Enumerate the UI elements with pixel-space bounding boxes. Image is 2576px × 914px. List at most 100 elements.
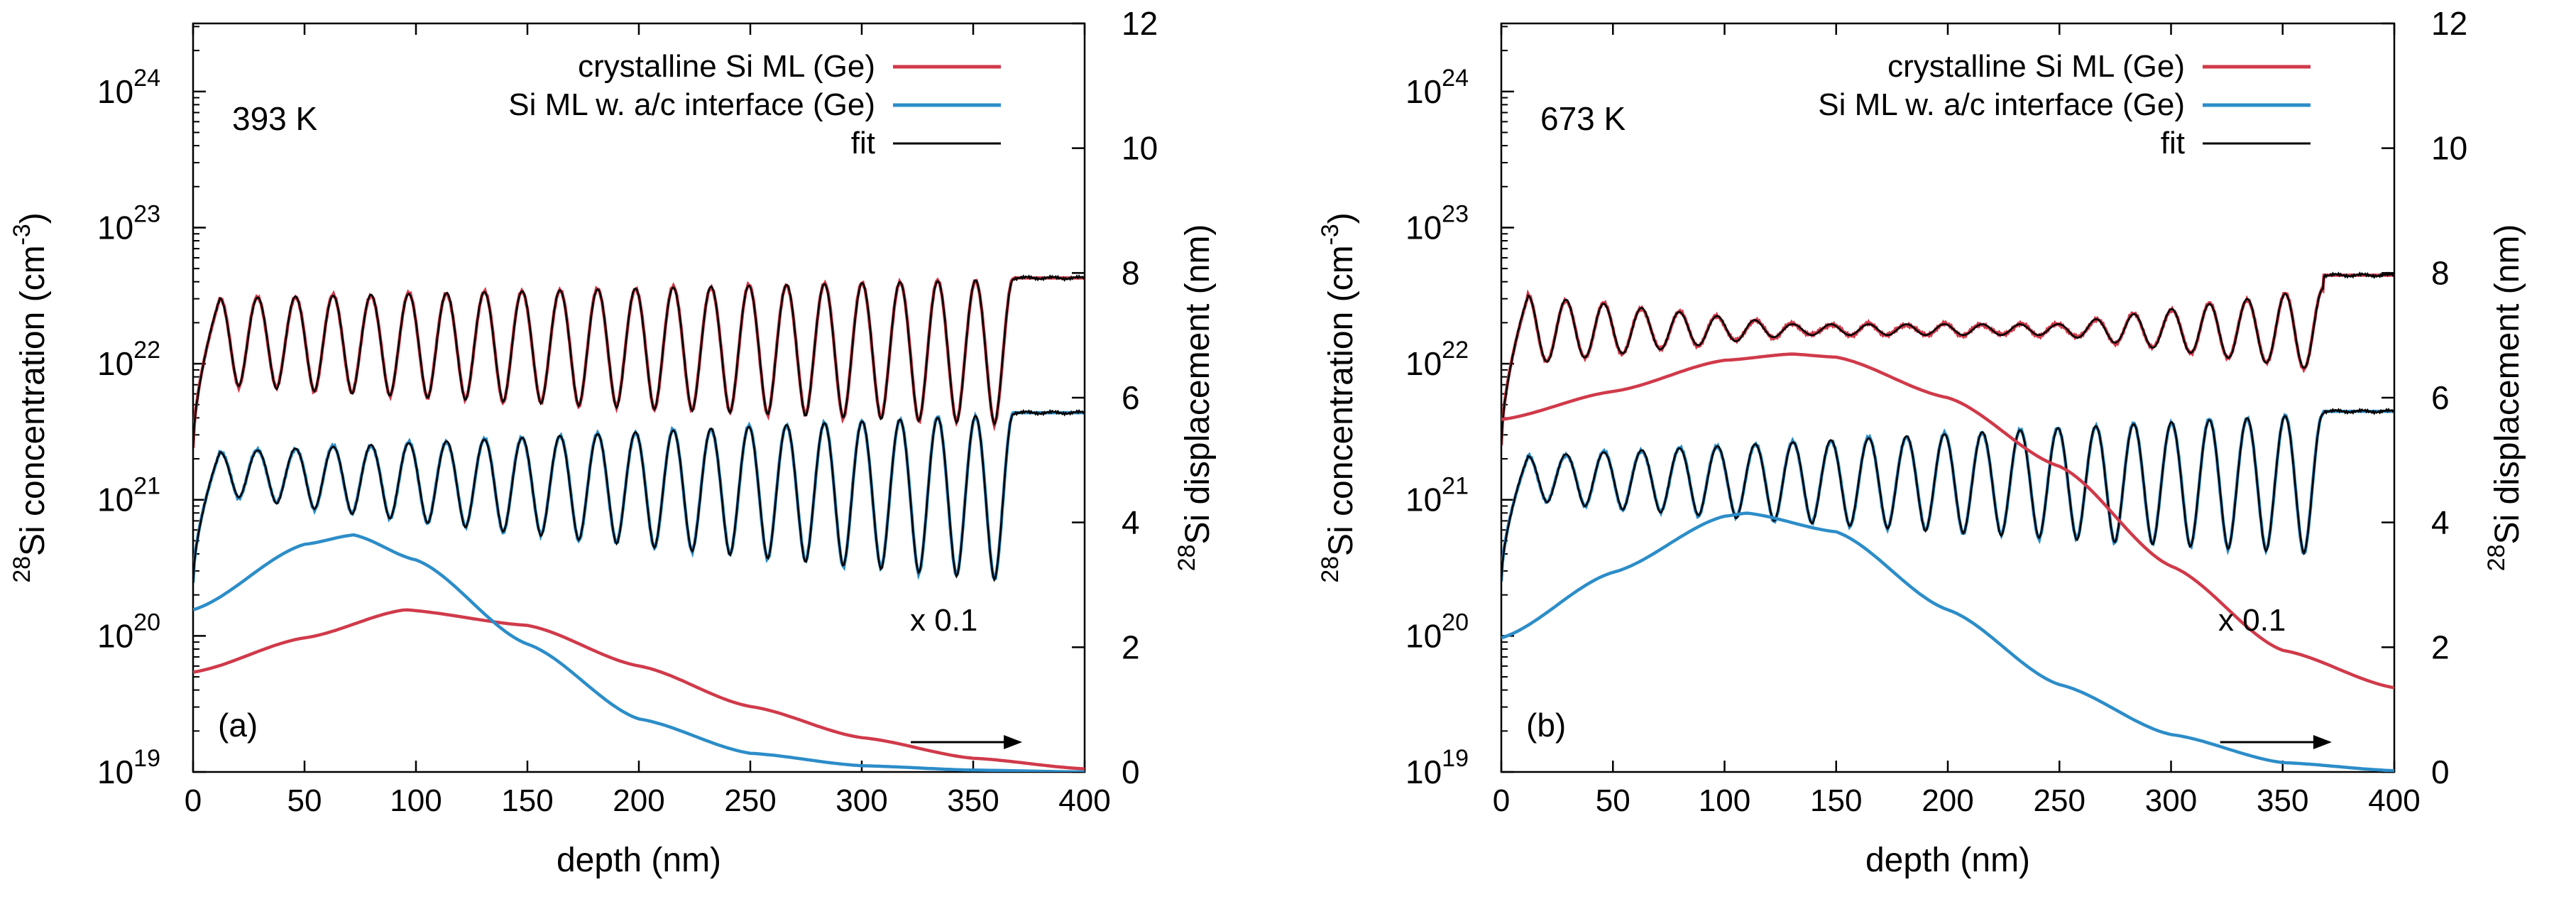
x-tick-label: 350 [947, 783, 999, 818]
scale-label: x 0.1 [2218, 603, 2286, 638]
y-axis-label-main: Si concentration (cm [14, 245, 52, 556]
y2-tick-label: 6 [1122, 379, 1140, 416]
y-axis-label: 28Si concentration (cm-3) [1317, 212, 1360, 583]
y-tick-exp: 24 [1442, 65, 1469, 92]
y2-tick-label: 6 [2431, 379, 2450, 416]
x-tick-label: 150 [501, 783, 553, 818]
y2-tick-label: 8 [2431, 254, 2450, 291]
x-tick-label: 100 [390, 783, 442, 818]
x-tick-label: 0 [1493, 783, 1510, 818]
y2-tick-label: 4 [2431, 504, 2450, 541]
y2-axis-label-sup: 28 [1173, 545, 1200, 572]
temperature-label: 393 K [232, 100, 318, 137]
legend-label: fit [851, 126, 875, 161]
y-tick-exp: 19 [133, 745, 160, 772]
series-line [1501, 352, 2394, 690]
y2-tick-label: 10 [2431, 130, 2467, 167]
series-line [193, 276, 1085, 449]
y-tick-exp: 20 [1442, 609, 1469, 636]
y-tick-base: 10 [97, 753, 133, 790]
y-axis-label-main: Si concentration (cm [1322, 245, 1360, 556]
series-line [193, 533, 1085, 772]
y-tick-exp: 23 [133, 200, 160, 227]
panel-b: 0 50 100 150 200 250 300 350 4001019102010211022… [1317, 5, 2526, 879]
x-tick-label: 300 [835, 783, 887, 818]
fit-line [1501, 271, 2394, 446]
x-tick-label: 300 [2145, 783, 2197, 818]
series-line [1501, 273, 2394, 446]
x-axis-label: depth (nm) [1865, 842, 2030, 879]
series-line [193, 608, 1085, 771]
y-tick-exp: 21 [1442, 473, 1469, 500]
x-tick-label: 350 [2257, 783, 2308, 818]
y2-tick-label: 12 [1122, 5, 1158, 42]
y2-axis-label-sup: 28 [2483, 545, 2510, 572]
y-axis-label-close: ) [14, 212, 52, 224]
x-tick-label: 250 [2034, 783, 2086, 818]
temperature-label: 673 K [1540, 100, 1626, 137]
fit-line [1501, 407, 2394, 582]
x-axis-label: depth (nm) [557, 842, 721, 879]
y2-tick-label: 0 [2431, 753, 2450, 790]
y-axis-label-exp: -3 [1317, 224, 1344, 245]
x-tick-label: 400 [2368, 783, 2420, 818]
y-tick-base: 10 [1405, 753, 1442, 790]
y-axis-label-sup: 28 [1317, 556, 1344, 583]
y-axis-label-sup: 28 [9, 556, 35, 583]
y-tick-label: 1022 [1405, 337, 1469, 382]
fit-line [193, 274, 1085, 448]
series-line [1501, 511, 2394, 772]
panel-a: 0 50 100 150 200 250 300 350 4001019102010211022… [9, 5, 1217, 879]
x-tick-label: 50 [1596, 783, 1630, 818]
y-tick-label: 1021 [1405, 473, 1469, 518]
series-line [1501, 409, 2394, 582]
y-tick-exp: 21 [133, 473, 160, 500]
y-tick-label: 1024 [1405, 65, 1469, 110]
y2-axis-label: 28Si displacement (nm) [1173, 224, 1217, 572]
y-tick-base: 10 [97, 617, 133, 654]
y2-axis-label-main: Si displacement (nm) [1179, 224, 1217, 545]
x-tick-label: 50 [287, 783, 322, 818]
y2-tick-label: 4 [1122, 504, 1140, 541]
y-tick-exp: 22 [1442, 337, 1469, 364]
y-tick-base: 10 [1405, 73, 1442, 110]
y2-tick-label: 10 [1122, 130, 1158, 167]
plot-area [1501, 271, 2394, 772]
y2-axis-label: 28Si displacement (nm) [2483, 224, 2526, 572]
y-tick-base: 10 [97, 73, 133, 110]
y-tick-label: 1019 [97, 745, 160, 790]
y-tick-label: 1020 [97, 609, 160, 654]
y-axis-label-exp: -3 [9, 224, 35, 245]
y-tick-base: 10 [97, 482, 133, 518]
legend-label: crystalline Si ML (Ge) [1887, 49, 2185, 84]
legend-label: Si ML w. a/c interface (Ge) [508, 87, 875, 122]
y-tick-base: 10 [1405, 617, 1442, 654]
y-tick-label: 1023 [1405, 200, 1469, 246]
right-axis-arrow-head [2313, 735, 2332, 749]
y-tick-label: 1019 [1405, 745, 1469, 790]
x-tick-label: 200 [1922, 783, 1973, 818]
y-tick-base: 10 [1405, 209, 1442, 246]
y-axis-label-close: ) [1322, 212, 1360, 224]
y2-tick-label: 12 [2431, 5, 2467, 42]
right-axis-arrow-head [1004, 735, 1023, 749]
y-tick-exp: 24 [133, 65, 160, 92]
y2-tick-label: 0 [1122, 753, 1140, 790]
y-tick-exp: 22 [133, 337, 160, 364]
legend-label: fit [2161, 126, 2185, 161]
legend-label: crystalline Si ML (Ge) [578, 49, 875, 84]
y2-tick-label: 8 [1122, 254, 1140, 291]
y-tick-base: 10 [1405, 345, 1442, 382]
scale-label: x 0.1 [910, 603, 977, 638]
y-tick-exp: 23 [1442, 200, 1469, 227]
x-tick-label: 100 [1699, 783, 1750, 818]
y-tick-base: 10 [97, 209, 133, 246]
x-tick-label: 400 [1058, 783, 1110, 818]
y-tick-label: 1023 [97, 200, 160, 246]
y2-tick-label: 2 [1122, 629, 1140, 665]
y-tick-exp: 20 [133, 609, 160, 636]
y-axis-label: 28Si concentration (cm-3) [9, 212, 52, 583]
legend-label: Si ML w. a/c interface (Ge) [1818, 87, 2185, 122]
panel-label: (a) [218, 707, 258, 744]
